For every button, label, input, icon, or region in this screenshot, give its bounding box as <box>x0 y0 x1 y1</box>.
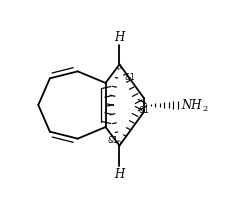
Text: 2: 2 <box>201 105 207 113</box>
Text: NH: NH <box>180 98 201 112</box>
Text: &1: &1 <box>137 106 148 115</box>
Text: H: H <box>114 30 124 43</box>
Text: &1: &1 <box>124 73 135 82</box>
Text: H: H <box>114 168 124 181</box>
Text: &1: &1 <box>107 136 117 145</box>
